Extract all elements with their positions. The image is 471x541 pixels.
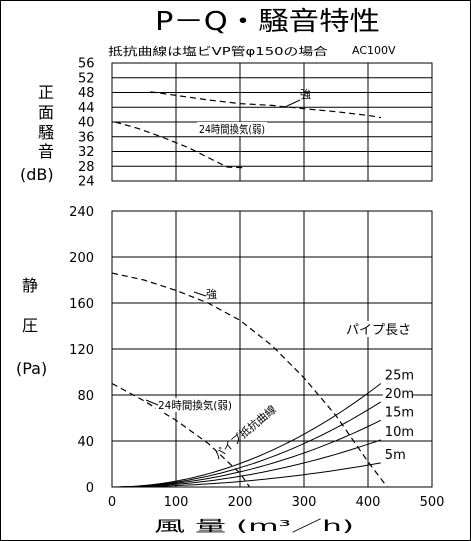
resistance-curve-label: 20m	[385, 387, 414, 402]
pq-x-tick-label: 0	[108, 495, 116, 510]
noise-series-line	[115, 121, 244, 169]
resistance-label-bg	[382, 405, 413, 419]
pq-chart: 0 40 80 120 160 200 240 0 100 200 300 400 500 25m 20m 1…	[69, 205, 444, 510]
resistance-label-bg	[382, 424, 413, 438]
resistance-curve	[112, 439, 381, 488]
pipe-length-title-bg	[344, 321, 426, 337]
pressure-y-label: 静 圧 (Pa)	[16, 276, 47, 378]
noise-series-label: 強	[300, 88, 311, 101]
noise-tick-label: 28	[78, 160, 95, 175]
pq-series-label: 強	[206, 288, 217, 301]
note-right: AC100V	[352, 44, 396, 57]
resistance-label-bg	[382, 386, 413, 400]
noise-label-char: 騒	[38, 123, 54, 142]
pq-y-tick-label: 40	[77, 435, 94, 450]
noise-tick-label: 52	[78, 71, 95, 86]
noise-tick-label: 36	[78, 130, 95, 145]
note-left: 抵抗曲線は塩ビVP管φ150の場合	[108, 44, 328, 58]
noise-series-line	[150, 91, 381, 119]
pq-x-tick-label: 300	[292, 495, 317, 510]
noise-label-char: 正	[38, 83, 54, 102]
pq-x-tick-label: 400	[356, 495, 381, 510]
resistance-curve-label: 15m	[385, 405, 414, 420]
resistance-curve	[112, 401, 382, 488]
pq-x-tick-label: 500	[420, 495, 445, 510]
pq-y-tick-label: 0	[86, 481, 94, 496]
pressure-label-char: 圧	[22, 316, 38, 335]
pq-label-leader	[193, 291, 207, 297]
noise-label-leader	[284, 99, 301, 108]
pq-y-tick-label: 240	[69, 205, 94, 220]
pipe-length-title: パイプ長さ	[346, 323, 411, 338]
resistance-curve	[112, 462, 381, 488]
pq-label-leader	[145, 399, 159, 406]
resistance-curve-label: 25m	[385, 369, 414, 384]
resistance-label-bg	[382, 447, 413, 461]
noise-tick-label: 24	[78, 175, 95, 190]
noise-tick-label: 48	[78, 86, 95, 101]
pq-y-tick-label: 120	[69, 343, 94, 358]
noise-unit: (dB)	[20, 165, 54, 184]
resistance-curve-label: 10m	[385, 425, 414, 440]
pq-series-line	[111, 382, 251, 488]
x-axis-label: 風 量 (m³／h)	[154, 517, 354, 535]
pq-y-tick-label: 80	[77, 389, 94, 404]
pressure-unit: (Pa)	[16, 359, 47, 378]
chart-title: P－Q・騒音特性	[155, 7, 380, 37]
noise-label-bg	[197, 122, 267, 136]
noise-tick-label: 56	[78, 57, 95, 72]
resistance-curve-label: 5m	[385, 448, 406, 463]
pq-y-tick-label: 160	[69, 297, 94, 312]
noise-tick-label: 44	[78, 101, 95, 116]
pq-label-bg	[204, 287, 224, 301]
pressure-label-char: 静	[22, 276, 38, 295]
resistance-label-bg	[382, 368, 413, 382]
pq-x-tick-label: 200	[228, 495, 253, 510]
noise-tick-label: 32	[78, 145, 95, 160]
pq-y-tick-label: 200	[69, 251, 94, 266]
pq-series-label: 24時間換気(弱)	[158, 398, 232, 412]
pq-label-bg	[156, 398, 234, 412]
noise-label-char: 音	[38, 142, 54, 161]
pq-series-line	[111, 272, 388, 488]
pq-x-tick-label: 100	[164, 495, 189, 510]
noise-tick-label: 40	[78, 116, 95, 131]
resistance-curve	[112, 419, 382, 488]
noise-label-char: 面	[38, 103, 54, 122]
noise-y-label: 正 面 騒 音 (dB)	[20, 83, 54, 184]
noise-series-label: 24時間換気(弱)	[199, 122, 265, 136]
